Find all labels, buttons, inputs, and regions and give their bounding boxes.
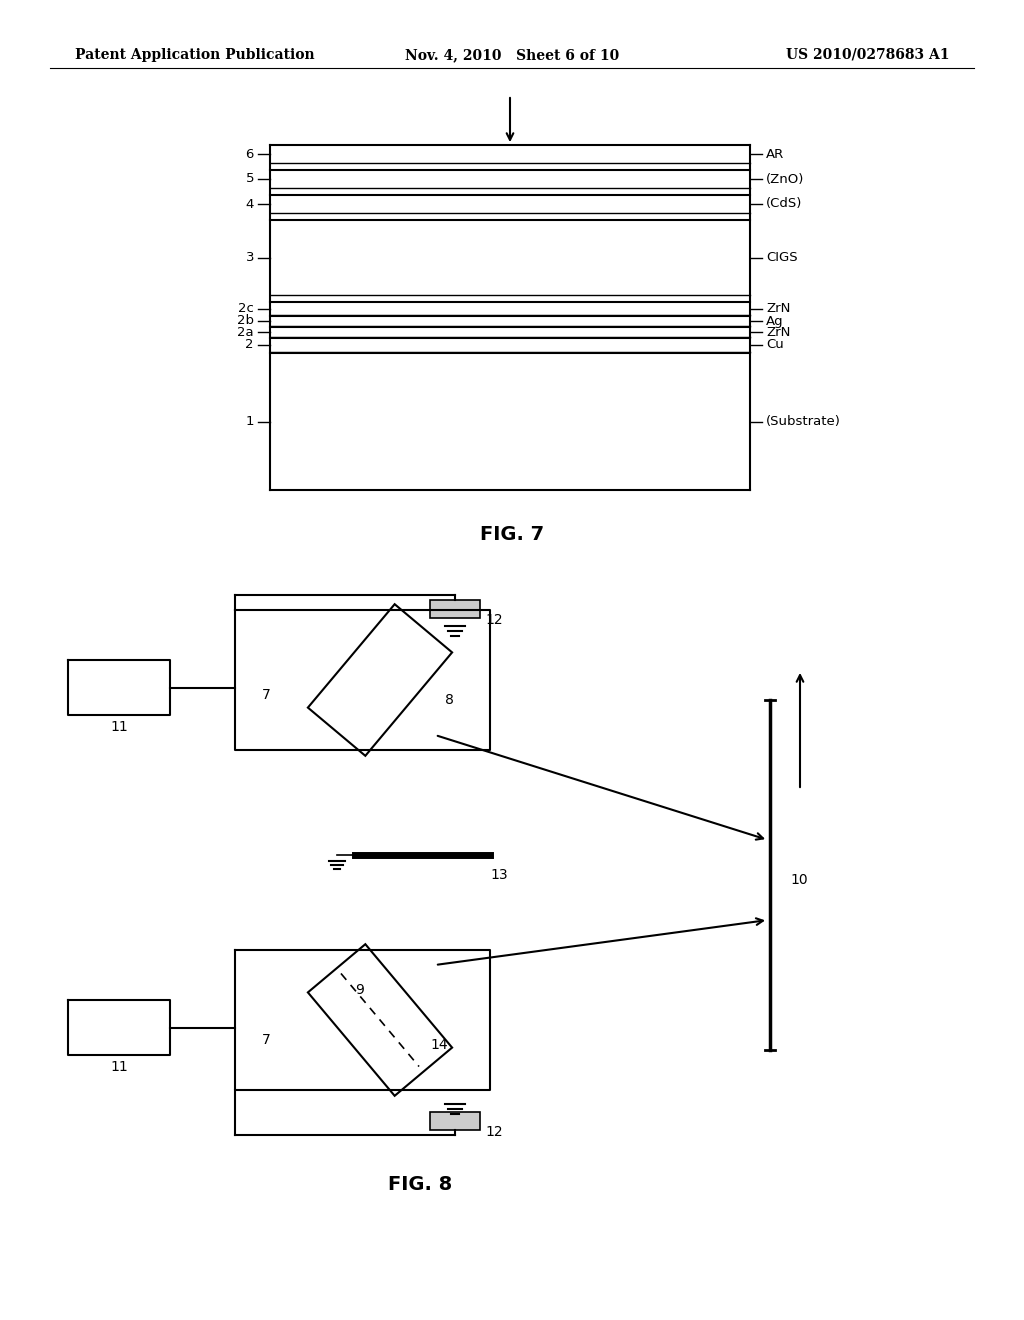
Bar	[430, 601, 480, 618]
Text: 5: 5	[246, 173, 254, 186]
Text: Cu: Cu	[766, 338, 783, 351]
Bar	[430, 1111, 480, 1130]
Text: 10: 10	[790, 873, 808, 887]
Text: AR: AR	[766, 148, 784, 161]
Text: (ZnO): (ZnO)	[766, 173, 805, 186]
Text: 14: 14	[430, 1038, 447, 1052]
Text: FIG. 8: FIG. 8	[388, 1176, 453, 1195]
Text: CIGS: CIGS	[766, 251, 798, 264]
Text: 7: 7	[262, 1034, 270, 1047]
Text: 13: 13	[490, 869, 508, 882]
Text: 11: 11	[111, 1060, 128, 1074]
Text: 6: 6	[246, 148, 254, 161]
Text: US 2010/0278683 A1: US 2010/0278683 A1	[786, 48, 950, 62]
Text: 2: 2	[246, 338, 254, 351]
Text: ZrN: ZrN	[766, 302, 791, 315]
Text: 7: 7	[262, 688, 270, 702]
Text: 1: 1	[246, 414, 254, 428]
Text: 9: 9	[355, 983, 364, 997]
Text: 12: 12	[485, 1125, 503, 1139]
Text: (Substrate): (Substrate)	[766, 414, 841, 428]
Polygon shape	[308, 944, 453, 1096]
Text: Nov. 4, 2010   Sheet 6 of 10: Nov. 4, 2010 Sheet 6 of 10	[404, 48, 620, 62]
Text: 2c: 2c	[239, 302, 254, 315]
Text: 2a: 2a	[238, 326, 254, 338]
Text: 2b: 2b	[237, 314, 254, 327]
Polygon shape	[308, 605, 453, 756]
Text: 3: 3	[246, 251, 254, 264]
Text: Ag: Ag	[766, 314, 783, 327]
Text: FIG. 7: FIG. 7	[480, 525, 544, 544]
Text: (CdS): (CdS)	[766, 198, 803, 210]
Text: 4: 4	[246, 198, 254, 210]
Text: 8: 8	[445, 693, 454, 708]
Text: Patent Application Publication: Patent Application Publication	[75, 48, 314, 62]
Text: 12: 12	[485, 612, 503, 627]
Text: 11: 11	[111, 719, 128, 734]
Text: ZrN: ZrN	[766, 326, 791, 338]
